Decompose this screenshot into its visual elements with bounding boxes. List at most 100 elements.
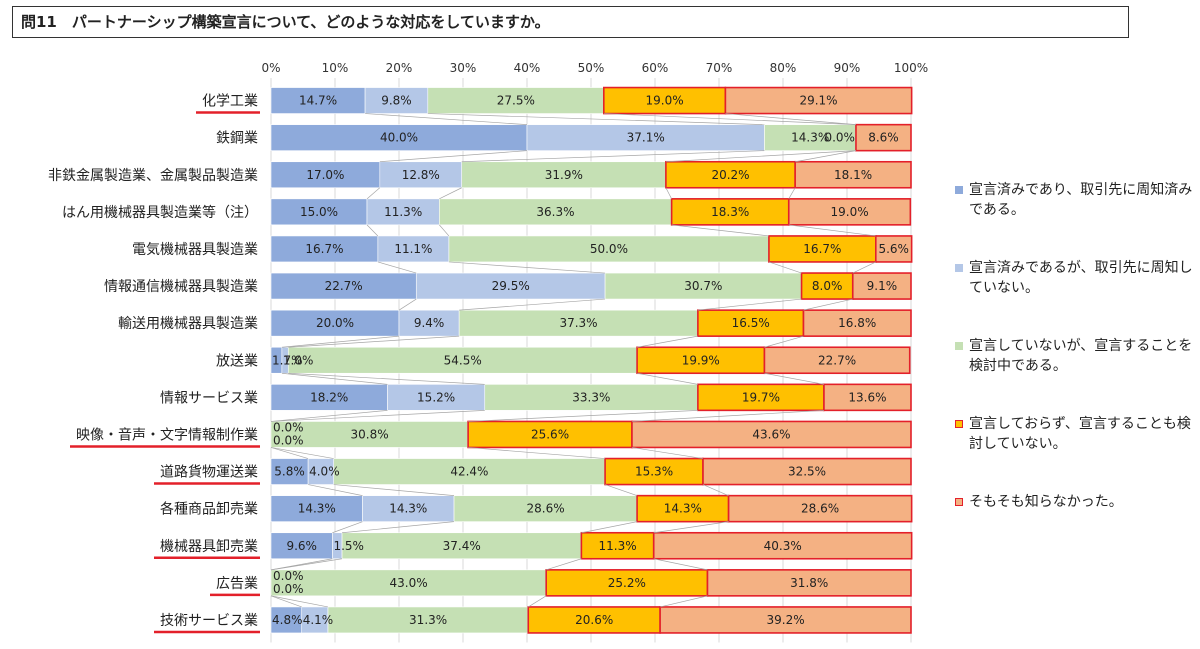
value-label: 12.8% <box>402 168 440 182</box>
legend-swatch <box>955 420 963 428</box>
value-label: 5.6% <box>878 242 909 256</box>
legend-swatch <box>955 186 963 194</box>
value-label: 9.4% <box>414 316 445 330</box>
bar-segment <box>794 160 912 189</box>
bar-segment <box>527 606 661 634</box>
series-connector <box>653 558 708 571</box>
series-connector <box>288 335 460 348</box>
series-connector <box>697 298 802 311</box>
series-connector <box>461 150 765 163</box>
value-label: 4.0% <box>309 465 340 479</box>
bar-segment <box>270 87 366 114</box>
bar-segment <box>379 161 463 189</box>
bar-segment <box>364 87 429 114</box>
category-label: はん用機械器具製造業等（注） <box>62 204 258 221</box>
value-label: 22.7% <box>325 279 363 293</box>
bar-segment <box>763 346 911 375</box>
value-label: 39.2% <box>766 613 804 627</box>
series-connector <box>270 447 334 459</box>
value-label: 15.3% <box>635 465 673 479</box>
category-label: 映像・音声・文字情報制作業 <box>76 426 258 443</box>
value-label: 20.0% <box>316 316 354 330</box>
value-label: 13.6% <box>848 390 886 404</box>
bar-segment <box>362 495 455 522</box>
series-connector <box>270 595 302 608</box>
value-label: 0.0% <box>273 569 304 583</box>
value-label: 36.3% <box>536 205 574 219</box>
x-tick-label: 90% <box>834 61 861 75</box>
x-tick-label: 60% <box>642 61 669 75</box>
bar-segment <box>270 569 547 597</box>
bar-segment <box>727 494 913 523</box>
bar-segment <box>631 420 912 449</box>
bar-segment <box>604 457 704 486</box>
x-tick-label: 40% <box>514 61 541 75</box>
series-connector <box>631 447 704 459</box>
value-label: 43.0% <box>390 576 428 590</box>
value-label: 20.6% <box>575 613 613 627</box>
category-label: 放送業 <box>216 353 258 369</box>
series-connector <box>788 224 876 237</box>
bar-segment <box>341 532 582 560</box>
value-label: 28.6% <box>801 502 839 516</box>
bar-segment <box>270 458 309 485</box>
bar-segment <box>366 198 440 226</box>
legend-entry: 宣言しておらず、宣言することも検討していない。 <box>955 414 1195 454</box>
series-connector <box>270 410 388 422</box>
value-label: 42.4% <box>450 465 488 479</box>
series-connector <box>665 187 672 200</box>
legend-label: 宣言しておらず、宣言することも検討していない。 <box>969 416 1191 452</box>
series-connector <box>379 150 528 163</box>
series-connector <box>665 150 856 163</box>
value-label: 8.0% <box>812 279 843 293</box>
value-label: 30.8% <box>350 427 388 441</box>
value-label: 0.0% <box>273 582 304 596</box>
series-connector <box>764 335 804 348</box>
value-label: 29.1% <box>799 94 837 108</box>
category-label: 道路貨物運送業 <box>160 464 258 481</box>
value-label: 31.9% <box>545 168 583 182</box>
bar-segment <box>427 87 605 114</box>
series-connector <box>270 447 309 459</box>
legend-swatch <box>955 264 963 272</box>
series-connector <box>852 261 876 274</box>
series-connector <box>270 595 329 608</box>
series-connector <box>764 372 825 385</box>
category-label: 化学工業 <box>202 94 258 110</box>
series-connector <box>795 150 857 163</box>
series-connector <box>398 298 417 311</box>
value-label: 11.1% <box>394 242 432 256</box>
legend-label: 宣言していないが、宣言することを検討中である。 <box>969 338 1193 374</box>
series-connector <box>439 187 462 200</box>
bar-segment <box>398 309 460 337</box>
category-label: 広告業 <box>216 576 258 592</box>
series-connector <box>333 484 455 496</box>
value-label: 31.8% <box>790 576 828 590</box>
series-connector <box>637 335 698 348</box>
bar-segment <box>439 198 672 226</box>
value-label: 0.0% <box>273 420 304 434</box>
series-connector <box>281 335 400 348</box>
category-label: 非鉄金属製造業、金属製品製造業 <box>48 168 258 184</box>
category-label: 電気機械器具製造業 <box>132 242 258 258</box>
value-label: 19.7% <box>742 390 780 404</box>
value-label: 18.1% <box>834 168 872 182</box>
value-label: 4.1% <box>303 613 334 627</box>
series-connector <box>637 372 698 385</box>
question-title: 問11 パートナーシップ構築宣言について、どのような対応をしていますか。 <box>12 6 1129 38</box>
legend-entry: 宣言済みであり、取引先に周知済みである。 <box>955 180 1195 220</box>
value-label: 37.3% <box>559 316 597 330</box>
legend-swatch <box>955 498 963 506</box>
bar-segment <box>706 569 912 597</box>
series-connector <box>468 410 698 422</box>
legend-label: そもそも知らなかった。 <box>969 494 1123 510</box>
series-connector <box>448 261 606 274</box>
series-connector <box>308 484 363 496</box>
series-connector <box>270 558 343 571</box>
bar-segment <box>702 457 912 486</box>
value-label: 14.3% <box>664 502 702 516</box>
chart-legend: 宣言済みであり、取引先に周知済みである。 宣言済みであるが、取引先に周知していない… <box>955 180 1195 550</box>
value-label: 19.9% <box>682 353 720 367</box>
category-label: 機械器具卸売業 <box>160 539 258 555</box>
bar-segment <box>270 161 381 189</box>
